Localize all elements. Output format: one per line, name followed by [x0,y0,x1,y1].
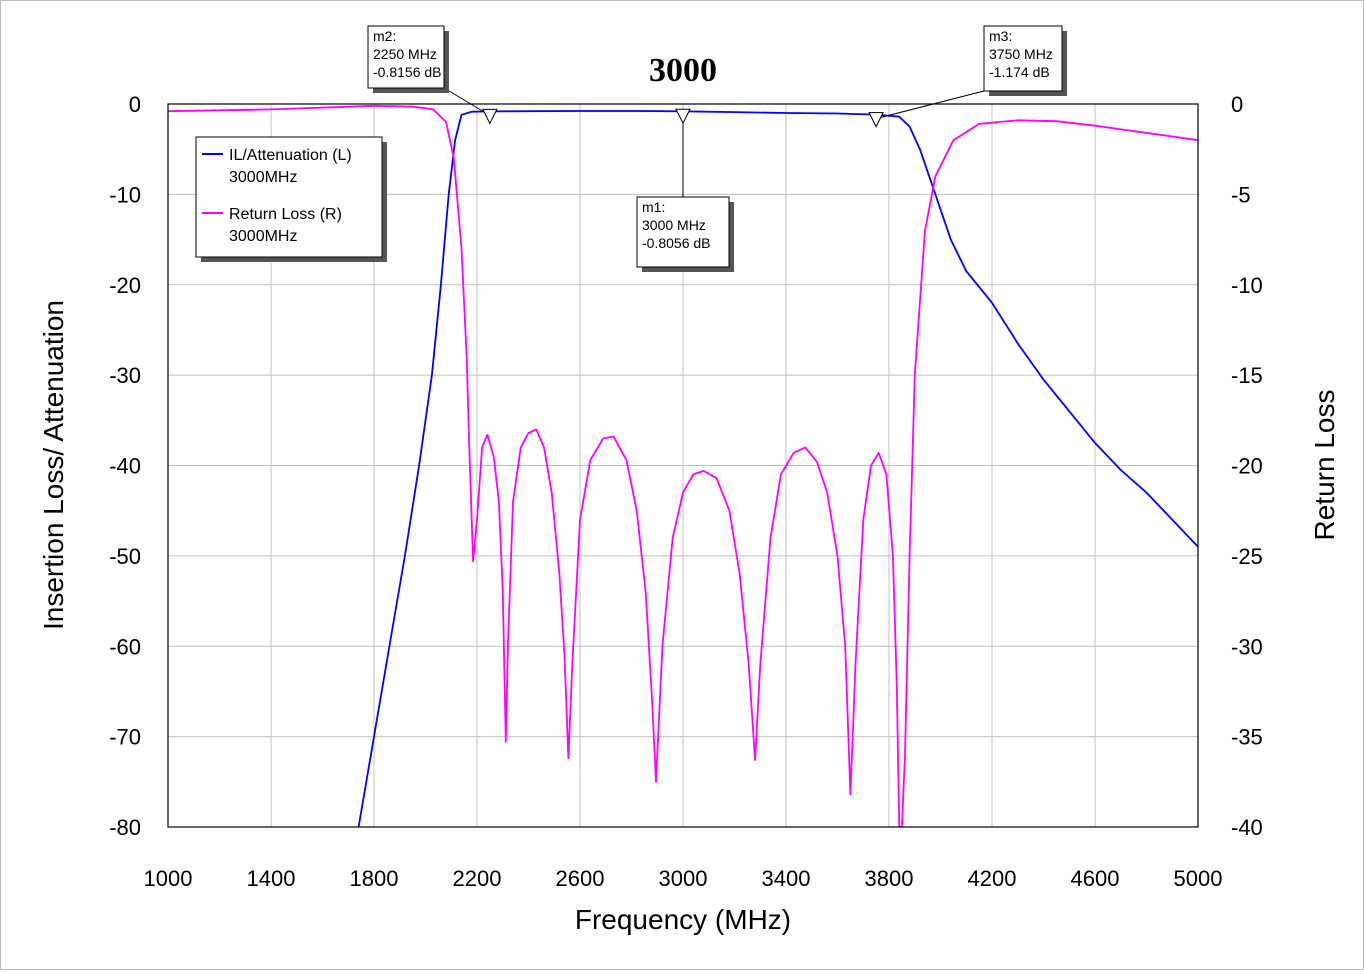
y-right-tick-label: -15 [1231,363,1263,388]
y-left-tick-label: -60 [109,634,141,659]
marker-triangle-icon [482,108,498,125]
y-left-tick-label: -50 [109,544,141,569]
y-right-tick-label: -10 [1231,273,1263,298]
marker-box [983,25,1063,92]
marker-value: -0.8156 dB [373,64,442,80]
y-right-tick-label: -20 [1231,454,1263,479]
x-tick-label: 4600 [1071,866,1120,891]
y-right-tick-label: -30 [1231,634,1263,659]
marker-triangle-icon [868,112,884,128]
marker-frequency: 3750 MHz [989,46,1053,62]
marker-leader-line [876,90,985,120]
return-loss-curve [168,104,1198,827]
marker-triangle-icon [675,108,691,125]
x-tick-label: 2200 [453,866,502,891]
legend-label-il: IL/Attenuation (L) [229,147,352,164]
x-tick-label: 3800 [865,866,914,891]
marker-m2: m2: 2250 MHz -0.8156 dB [367,25,498,125]
marker-leader-line [443,87,491,116]
chart-title: 3000 [649,52,717,89]
curves [168,104,1198,827]
y-right-tick-label: -40 [1231,815,1263,840]
x-tick-label: 3000 [659,866,708,891]
y-left-tick-label: -20 [109,273,141,298]
marker-label: m2: [373,28,396,44]
x-axis-ticks: 1000 1400 1800 2200 2600 3000 3400 3800 4200 4600… [144,866,1223,891]
y-axis-left-title: Insertion Loss/ Attenuation [38,300,69,630]
marker-label: m1: [642,199,665,215]
marker-box [367,25,445,89]
legend-label-rl: Return Loss (R) [229,206,342,223]
marker-m1: m1: 3000 MHz -0.8056 dB [636,108,734,272]
y-left-tick-label: -10 [109,182,141,207]
marker-m3: m3: 3750 MHz -1.174 dB [868,25,1067,128]
markers: m1: 3000 MHz -0.8056 dB m2: 2250 MHz -0.8156 … [367,25,1067,272]
y-left-tick-label: 0 [129,92,141,117]
left-axis-ticks: 0 -10 -20 -30 -40 -50 -60 -70 -80 [109,92,141,840]
y-left-tick-label: -40 [109,454,141,479]
legend: IL/Attenuation (L) 3000MHz Return Loss (… [195,136,387,262]
legend-box [195,136,383,258]
marker-box [636,196,730,268]
marker-label: m3: [989,28,1012,44]
y-right-tick-label: -35 [1231,725,1263,750]
x-tick-label: 3400 [762,866,811,891]
y-right-tick-label: -5 [1231,182,1251,207]
marker-frequency: 3000 MHz [642,217,706,233]
marker-value: -0.8056 dB [642,235,711,251]
x-tick-label: 1400 [247,866,296,891]
plot-border [167,103,1199,828]
right-axis-ticks: 0 -5 -10 -15 -20 -25 -30 -35 -40 [1231,92,1263,840]
x-tick-label: 4200 [968,866,1017,891]
marker-frequency: 2250 MHz [373,46,437,62]
y-left-tick-label: -30 [109,363,141,388]
y-left-tick-label: -70 [109,725,141,750]
y-left-tick-label: -80 [109,815,141,840]
x-tick-label: 2600 [556,866,605,891]
x-tick-label: 5000 [1174,866,1223,891]
y-right-tick-label: -25 [1231,544,1263,569]
insertion-loss-curve [357,110,1198,827]
marker-value: -1.174 dB [989,64,1050,80]
x-tick-label: 1000 [144,866,193,891]
x-tick-label: 1800 [350,866,399,891]
x-axis-title: Frequency (MHz) [575,904,791,935]
y-right-tick-label: 0 [1231,92,1243,117]
y-axis-right-title: Return Loss [1309,390,1340,541]
legend-sub-rl: 3000MHz [229,228,297,245]
legend-sub-il: 3000MHz [229,169,297,186]
